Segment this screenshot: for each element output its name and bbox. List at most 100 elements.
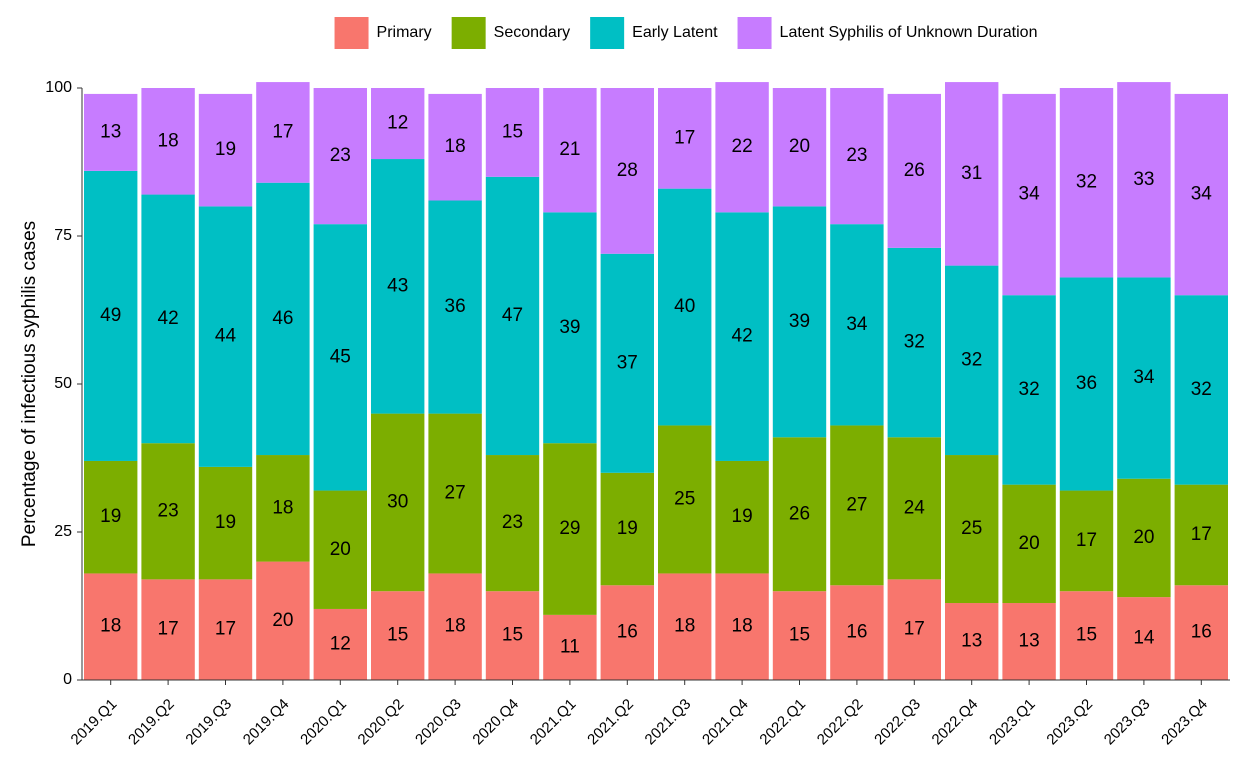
data-label: 42 — [732, 326, 753, 347]
y-tick-label: 100 — [45, 79, 72, 96]
bar-segment — [600, 88, 654, 254]
bar-segment — [313, 224, 367, 491]
data-label: 43 — [387, 275, 408, 296]
bar-segment — [428, 93, 482, 201]
y-tick-label: 0 — [63, 671, 72, 688]
x-tick-label: 2019.Q4 — [240, 696, 293, 749]
y-tick-label: 50 — [54, 375, 72, 392]
bar-segment — [313, 88, 367, 225]
bar-segment — [485, 455, 540, 592]
bar-segment — [84, 170, 138, 461]
bar-segment — [428, 573, 482, 680]
data-label: 20 — [330, 539, 351, 560]
bar-segment — [1174, 295, 1228, 485]
data-label: 20 — [789, 136, 810, 157]
bar-segment — [1059, 591, 1114, 680]
data-label: 21 — [559, 139, 580, 160]
x-tick-label: 2021.Q4 — [699, 696, 752, 749]
bar-segment — [600, 253, 654, 473]
data-label: 19 — [100, 506, 121, 527]
data-label: 13 — [1019, 631, 1040, 652]
x-tick-label: 2023.Q2 — [1043, 696, 1096, 749]
bar-segment — [371, 413, 425, 592]
bar-segment — [715, 460, 769, 574]
data-label: 34 — [1191, 184, 1213, 205]
data-label: 14 — [1133, 628, 1155, 649]
data-label: 23 — [158, 500, 179, 521]
bar-segment — [256, 82, 310, 183]
bar-segment — [1059, 277, 1114, 491]
data-label: 32 — [961, 349, 982, 370]
data-label: 17 — [1076, 530, 1097, 551]
data-label: 45 — [330, 346, 351, 367]
bar-segment — [1002, 93, 1056, 296]
bar-segment — [772, 88, 827, 207]
bar-segment — [84, 460, 138, 574]
bar-segment — [543, 88, 597, 213]
data-label: 18 — [158, 130, 179, 151]
bar-segment — [1002, 295, 1056, 485]
data-label: 39 — [789, 311, 810, 332]
data-label: 28 — [617, 160, 638, 181]
data-label: 15 — [387, 625, 408, 646]
data-label: 19 — [617, 518, 638, 539]
bar-segment — [658, 188, 712, 426]
data-label: 18 — [445, 136, 466, 157]
bar-segment — [1117, 277, 1171, 479]
x-tick-label: 2023.Q3 — [1101, 696, 1154, 749]
bar-segment — [141, 443, 195, 580]
bar-segment — [945, 455, 999, 604]
x-tick-label: 2019.Q1 — [68, 696, 121, 749]
data-label: 17 — [674, 127, 695, 148]
legend-label: Secondary — [494, 24, 571, 41]
bar-segment — [543, 443, 597, 615]
data-label: 25 — [961, 518, 982, 539]
x-tick-label: 2020.Q2 — [355, 696, 408, 749]
data-label: 11 — [560, 636, 580, 657]
data-label: 27 — [445, 483, 466, 504]
x-tick-label: 2021.Q3 — [642, 696, 695, 749]
data-label: 44 — [215, 326, 237, 347]
data-label: 39 — [559, 317, 580, 338]
data-label: 15 — [502, 625, 523, 646]
bar-segment — [887, 579, 941, 680]
bar-segment — [1174, 585, 1228, 680]
bar-segment — [830, 585, 884, 680]
data-label: 32 — [904, 332, 925, 353]
data-label: 18 — [445, 616, 466, 637]
bar-segment — [1059, 88, 1114, 278]
data-label: 17 — [272, 121, 293, 142]
x-tick-label: 2021.Q1 — [527, 696, 580, 749]
x-tick-label: 2020.Q3 — [412, 696, 465, 749]
bar-segment — [1117, 597, 1171, 680]
legend-swatch — [334, 17, 369, 49]
bar-segment — [945, 265, 999, 456]
bar-segment — [1117, 82, 1171, 278]
x-tick-label: 2023.Q4 — [1158, 696, 1211, 749]
data-label: 30 — [387, 491, 408, 512]
legend-item: Primary — [334, 17, 432, 49]
data-label: 16 — [846, 622, 867, 643]
bar-segment — [658, 425, 712, 574]
bar-segment — [485, 88, 540, 177]
data-label: 34 — [846, 314, 868, 335]
bar-segment — [198, 579, 253, 680]
data-label: 20 — [1019, 533, 1040, 554]
data-label: 15 — [789, 625, 810, 646]
data-label: 20 — [272, 610, 293, 631]
bar-segment — [1174, 93, 1228, 296]
legend-label: Latent Syphilis of Unknown Duration — [780, 24, 1038, 41]
bar-segment — [1059, 490, 1114, 592]
x-tick-label: 2020.Q1 — [297, 696, 350, 749]
data-label: 13 — [961, 631, 982, 652]
bar-segment — [715, 82, 769, 213]
bar-segment — [715, 573, 769, 680]
data-label: 31 — [961, 163, 982, 184]
data-label: 32 — [1076, 172, 1097, 193]
bar-segment — [428, 413, 482, 574]
data-label: 19 — [215, 139, 236, 160]
x-tick-label: 2019.Q2 — [125, 696, 178, 749]
bar-segment — [141, 88, 195, 195]
bar-segment — [256, 561, 310, 680]
data-label: 18 — [732, 616, 753, 637]
